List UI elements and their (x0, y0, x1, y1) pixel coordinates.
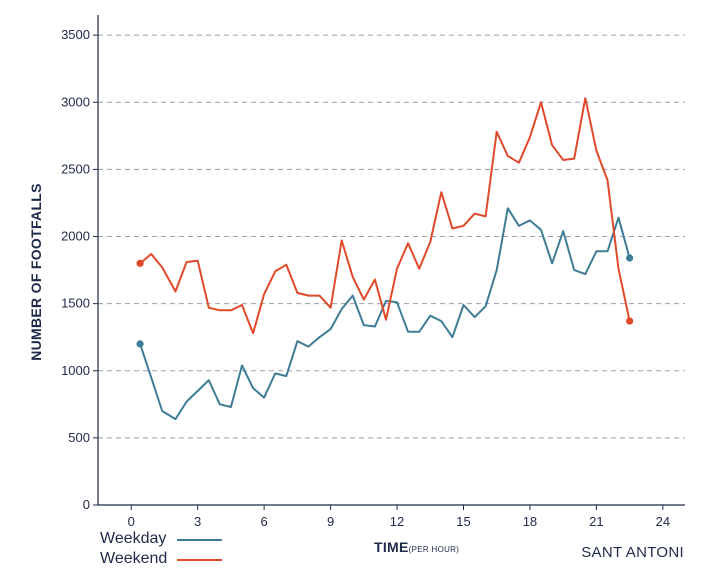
series-end-point-weekday (626, 254, 634, 262)
series-start-point-weekend (136, 259, 144, 267)
x-tick-label-12: 12 (390, 514, 404, 529)
x-tick-label-18: 18 (523, 514, 537, 529)
axes (97, 15, 685, 506)
series-start-point-weekday (136, 340, 144, 348)
series-line-weekend (139, 97, 631, 335)
x-tick-label-24: 24 (656, 514, 670, 529)
y-tick-label-500: 500 (68, 430, 90, 445)
x-tick-label-15: 15 (456, 514, 470, 529)
x-axis-ticks: 0 3 6 9 12 15 18 21 24 (128, 505, 670, 529)
x-axis-title-suffix: (PER HOUR) (409, 545, 460, 554)
x-tick-label-21: 21 (589, 514, 603, 529)
series-lines (139, 97, 631, 421)
y-tick-label-1000: 1000 (61, 363, 90, 378)
x-tick-label-9: 9 (327, 514, 334, 529)
y-axis-ticks: 0 500 1000 1500 2000 2500 3000 3500 (61, 27, 98, 512)
y-axis-title: NUMBER OF FOOTFALLS (28, 183, 44, 361)
x-tick-label-0: 0 (128, 514, 135, 529)
y-tick-label-2500: 2500 (61, 161, 90, 176)
legend-weekend-label: Weekend (100, 550, 167, 567)
x-tick-label-3: 3 (194, 514, 201, 529)
x-axis-title-main: TIME (374, 539, 409, 555)
location-label: SANT ANTONI (581, 544, 684, 561)
y-tick-label-1500: 1500 (61, 296, 90, 311)
y-tick-label-2000: 2000 (61, 229, 90, 244)
series-markers (136, 254, 634, 348)
series-end-point-weekend (626, 317, 634, 325)
legend-weekday-label: Weekday (100, 530, 166, 547)
legend: Weekday Weekend (100, 530, 222, 567)
y-tick-label-3000: 3000 (61, 94, 90, 109)
series-line-weekday (139, 207, 631, 421)
x-axis-title: TIME(PER HOUR) (374, 539, 459, 555)
grid-lines (98, 34, 685, 439)
y-tick-label-3500: 3500 (61, 27, 90, 42)
x-tick-label-6: 6 (261, 514, 268, 529)
y-tick-label-0: 0 (83, 497, 90, 512)
